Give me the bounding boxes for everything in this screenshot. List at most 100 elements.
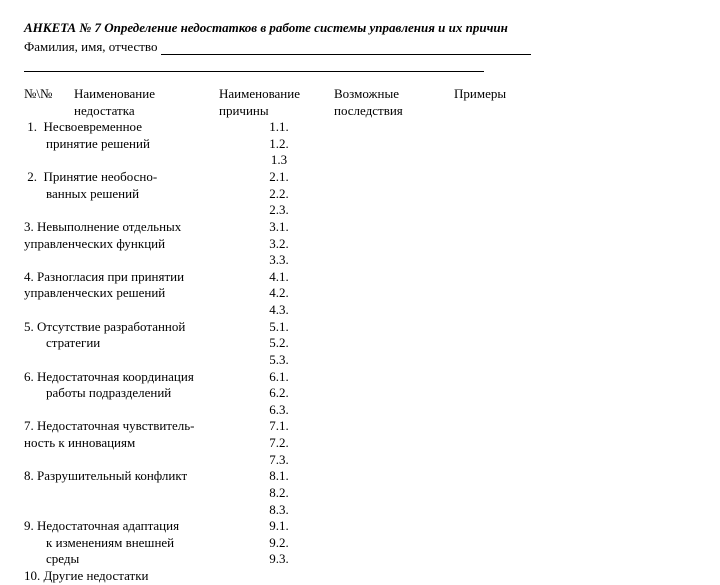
header-num: №\№	[24, 86, 74, 103]
header-reason: Наименование	[219, 86, 334, 103]
table-row: 5. Отсутствие разработанной5.1.	[24, 319, 696, 336]
table-row: работы подразделений6.2.	[24, 385, 696, 402]
reason-number: 5.2.	[249, 335, 309, 352]
defect-cell	[24, 452, 249, 469]
header-consequence-sub: последствия	[334, 103, 454, 120]
reason-number: 1.3	[249, 152, 309, 169]
defect-cell	[24, 302, 249, 319]
defect-cell: 3. Невыполнение отдельных	[24, 219, 249, 236]
reason-number: 6.3.	[249, 402, 309, 419]
reason-number: 5.3.	[249, 352, 309, 369]
fio-label: Фамилия, имя, отчество	[24, 39, 161, 54]
reason-number: 8.2.	[249, 485, 309, 502]
table-header: №\№ Наименование Наименование Возможные …	[24, 86, 696, 103]
defect-cell: 2. Принятие необосно-	[24, 169, 249, 186]
defect-cell	[24, 152, 249, 169]
defect-cell: стратегии	[24, 335, 249, 352]
table-row: 6. Недостаточная координация6.1.	[24, 369, 696, 386]
table-row: 8.2.	[24, 485, 696, 502]
reason-number: 4.1.	[249, 269, 309, 286]
name-blank-1[interactable]	[161, 42, 531, 55]
defect-cell	[24, 402, 249, 419]
defect-cell: 7. Недостаточная чувствитель-	[24, 418, 249, 435]
reason-number: 8.3.	[249, 502, 309, 519]
reason-number: 3.1.	[249, 219, 309, 236]
reason-number: 7.1.	[249, 418, 309, 435]
header-defect: Наименование	[74, 86, 219, 103]
table-header-sub: недостатка причины последствия	[24, 103, 696, 120]
reason-number: 8.1.	[249, 468, 309, 485]
table-row: 6.3.	[24, 402, 696, 419]
defect-cell	[24, 502, 249, 519]
table-row: 4.3.	[24, 302, 696, 319]
table-row: управленческих функций3.2.	[24, 236, 696, 253]
defect-cell: 9. Недостаточная адаптация	[24, 518, 249, 535]
table-body: 1. Несвоевременное1.1.принятие решений1.…	[24, 119, 696, 585]
defect-cell: ность к инновациям	[24, 435, 249, 452]
defect-cell: управленческих функций	[24, 236, 249, 253]
table-row: к изменениям внешней9.2.	[24, 535, 696, 552]
defect-cell: 1. Несвоевременное	[24, 119, 249, 136]
defect-cell: 5. Отсутствие разработанной	[24, 319, 249, 336]
title-prefix: АНКЕТА № 7	[24, 20, 104, 35]
defect-cell: среды	[24, 551, 249, 568]
table-row: ванных решений2.2.	[24, 186, 696, 203]
name-line: Фамилия, имя, отчество	[24, 39, 696, 56]
table-row: 10. Другие недостатки	[24, 568, 696, 585]
reason-number: 1.1.	[249, 119, 309, 136]
defect-cell: 6. Недостаточная координация	[24, 369, 249, 386]
table-row: стратегии5.2.	[24, 335, 696, 352]
table-row: 8. Разрушительный конфликт8.1.	[24, 468, 696, 485]
defect-cell	[24, 202, 249, 219]
table-row: 1. Несвоевременное1.1.	[24, 119, 696, 136]
table-row: 7.3.	[24, 452, 696, 469]
reason-number	[249, 568, 309, 585]
reason-number: 7.3.	[249, 452, 309, 469]
name-blank-2[interactable]	[24, 59, 484, 72]
header-reason-sub: причины	[219, 103, 334, 120]
reason-number: 9.2.	[249, 535, 309, 552]
defect-cell	[24, 252, 249, 269]
reason-number: 6.2.	[249, 385, 309, 402]
reason-number: 9.3.	[249, 551, 309, 568]
reason-number: 5.1.	[249, 319, 309, 336]
reason-number: 4.3.	[249, 302, 309, 319]
defect-cell	[24, 485, 249, 502]
form-title: АНКЕТА № 7 Определение недостатков в раб…	[24, 20, 696, 37]
defect-cell: к изменениям внешней	[24, 535, 249, 552]
table-row: ность к инновациям7.2.	[24, 435, 696, 452]
table-row: 8.3.	[24, 502, 696, 519]
reason-number: 6.1.	[249, 369, 309, 386]
reason-number: 9.1.	[249, 518, 309, 535]
table-row: среды9.3.	[24, 551, 696, 568]
defect-cell: принятие решений	[24, 136, 249, 153]
reason-number: 4.2.	[249, 285, 309, 302]
table-row: 2. Принятие необосно-2.1.	[24, 169, 696, 186]
defect-cell	[24, 352, 249, 369]
table-row: 3. Невыполнение отдельных3.1.	[24, 219, 696, 236]
defect-cell: ванных решений	[24, 186, 249, 203]
table-row: 7. Недостаточная чувствитель-7.1.	[24, 418, 696, 435]
title-main: Определение недостатков в работе системы…	[104, 20, 508, 35]
header-example: Примеры	[454, 86, 564, 103]
table-row: 9. Недостаточная адаптация9.1.	[24, 518, 696, 535]
reason-number: 3.3.	[249, 252, 309, 269]
defect-cell: 10. Другие недостатки	[24, 568, 249, 585]
reason-number: 1.2.	[249, 136, 309, 153]
table-row: 1.3	[24, 152, 696, 169]
defect-cell: работы подразделений	[24, 385, 249, 402]
table-row: 5.3.	[24, 352, 696, 369]
header-defect-sub: недостатка	[74, 103, 219, 120]
table-row: управленческих решений4.2.	[24, 285, 696, 302]
table-row: 3.3.	[24, 252, 696, 269]
table-row: 2.3.	[24, 202, 696, 219]
table-row: 4. Разногласия при принятии4.1.	[24, 269, 696, 286]
reason-number: 2.2.	[249, 186, 309, 203]
reason-number: 2.1.	[249, 169, 309, 186]
defect-cell: 8. Разрушительный конфликт	[24, 468, 249, 485]
header-consequence: Возможные	[334, 86, 454, 103]
defect-cell: управленческих решений	[24, 285, 249, 302]
table-row: принятие решений1.2.	[24, 136, 696, 153]
reason-number: 2.3.	[249, 202, 309, 219]
defect-cell: 4. Разногласия при принятии	[24, 269, 249, 286]
